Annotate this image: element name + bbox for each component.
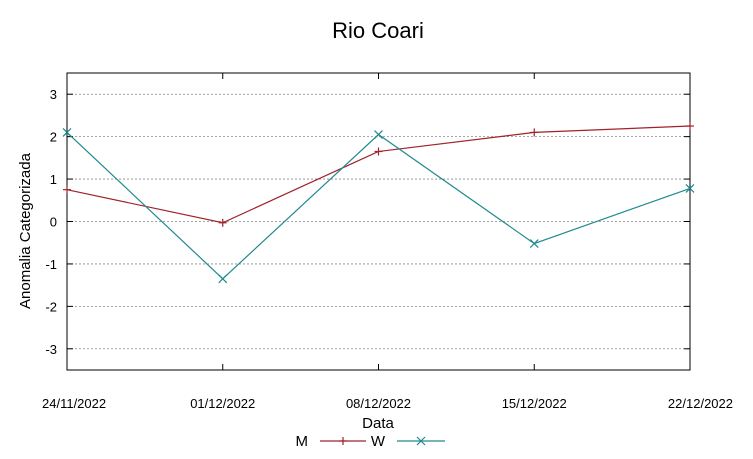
legend-entry-m: M (296, 433, 366, 450)
data-point (218, 218, 227, 227)
data-point (62, 127, 72, 137)
x-tick-label: 08/12/2022 (346, 396, 411, 411)
y-tick-label: 3 (50, 87, 57, 102)
series-layer (62, 122, 695, 284)
legend-marker (339, 437, 347, 445)
y-tick-label: -2 (45, 299, 57, 314)
x-axis: 24/11/2022 01/12/2022 08/12/2022 15/12/2022… (42, 73, 733, 411)
legend-label: M (296, 433, 309, 450)
series-line-m (66, 125, 691, 224)
y-tick-label: 2 (50, 130, 57, 145)
legend-entry-w: W (371, 433, 445, 450)
series-m (63, 122, 694, 227)
series-w (62, 127, 695, 284)
y-axis: 3 2 1 0 -1 -2 -3 (45, 87, 690, 357)
y-tick-label: -1 (45, 257, 57, 272)
data-point (530, 128, 539, 137)
x-tick-label: 22/12/2022 (668, 396, 733, 411)
y-axis-label: Anomalia Categorizada (17, 152, 34, 309)
data-point (218, 274, 228, 284)
data-point (374, 130, 383, 139)
x-axis-label: Data (362, 415, 394, 432)
y-tick-label: 1 (50, 172, 57, 187)
legend-marker (416, 436, 426, 446)
legend-label: W (371, 433, 386, 450)
y-tick-label: -3 (45, 342, 57, 357)
data-point (529, 239, 539, 248)
data-point (685, 183, 695, 193)
y-tick-label: 0 (50, 215, 57, 230)
data-point (63, 185, 71, 194)
data-point (374, 147, 383, 156)
chart-title: Rio Coari (332, 18, 424, 43)
x-tick-label: 24/11/2022 (42, 396, 106, 411)
x-tick-label: 15/12/2022 (502, 396, 567, 411)
data-point (686, 122, 694, 131)
x-tick-label: 01/12/2022 (190, 396, 255, 411)
